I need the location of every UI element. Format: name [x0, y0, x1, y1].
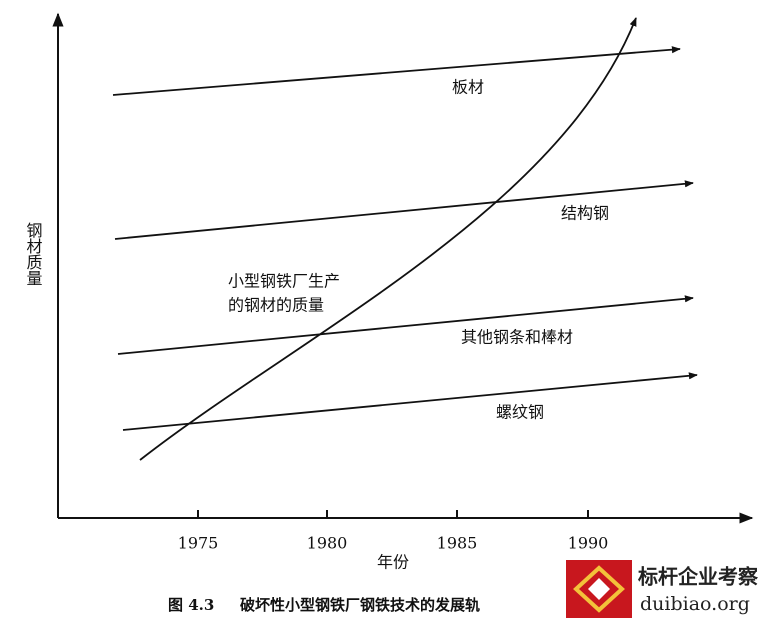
line-label: 板材: [452, 78, 484, 97]
watermark-name: 标杆企业考察: [638, 565, 759, 589]
trend-arrow: [112, 46, 681, 96]
x-tick-label: 1985: [437, 534, 478, 553]
line-label: 螺纹钢: [496, 403, 544, 422]
y-axis-label: 钢材质量: [24, 222, 43, 286]
trend-arrow: [122, 372, 698, 431]
curve-label: 的钢材的质量: [228, 296, 324, 315]
trend-arrow: [114, 180, 694, 240]
caption-text: 破坏性小型钢铁厂钢铁技术的发展轨: [240, 596, 480, 614]
x-tick-label: 1975: [178, 534, 219, 553]
logo-mark: [588, 578, 610, 600]
line-label: 结构钢: [561, 204, 609, 223]
watermark: 标杆企业考察 duibiao.org: [566, 560, 759, 618]
curve-label: 小型钢铁厂生产: [228, 272, 340, 291]
watermark-url: duibiao.org: [640, 593, 750, 615]
x-tick-label: 1990: [568, 534, 609, 553]
x-tick-label: 1980: [307, 534, 348, 553]
quality-curve: [139, 17, 637, 461]
logo-mark: [573, 565, 625, 613]
x-axis-label: 年份: [377, 553, 409, 572]
caption-number: 图 4.3: [168, 596, 214, 614]
x-ticks: [197, 510, 589, 518]
line-label: 其他钢条和棒材: [461, 328, 573, 347]
trend-arrow: [117, 295, 694, 355]
